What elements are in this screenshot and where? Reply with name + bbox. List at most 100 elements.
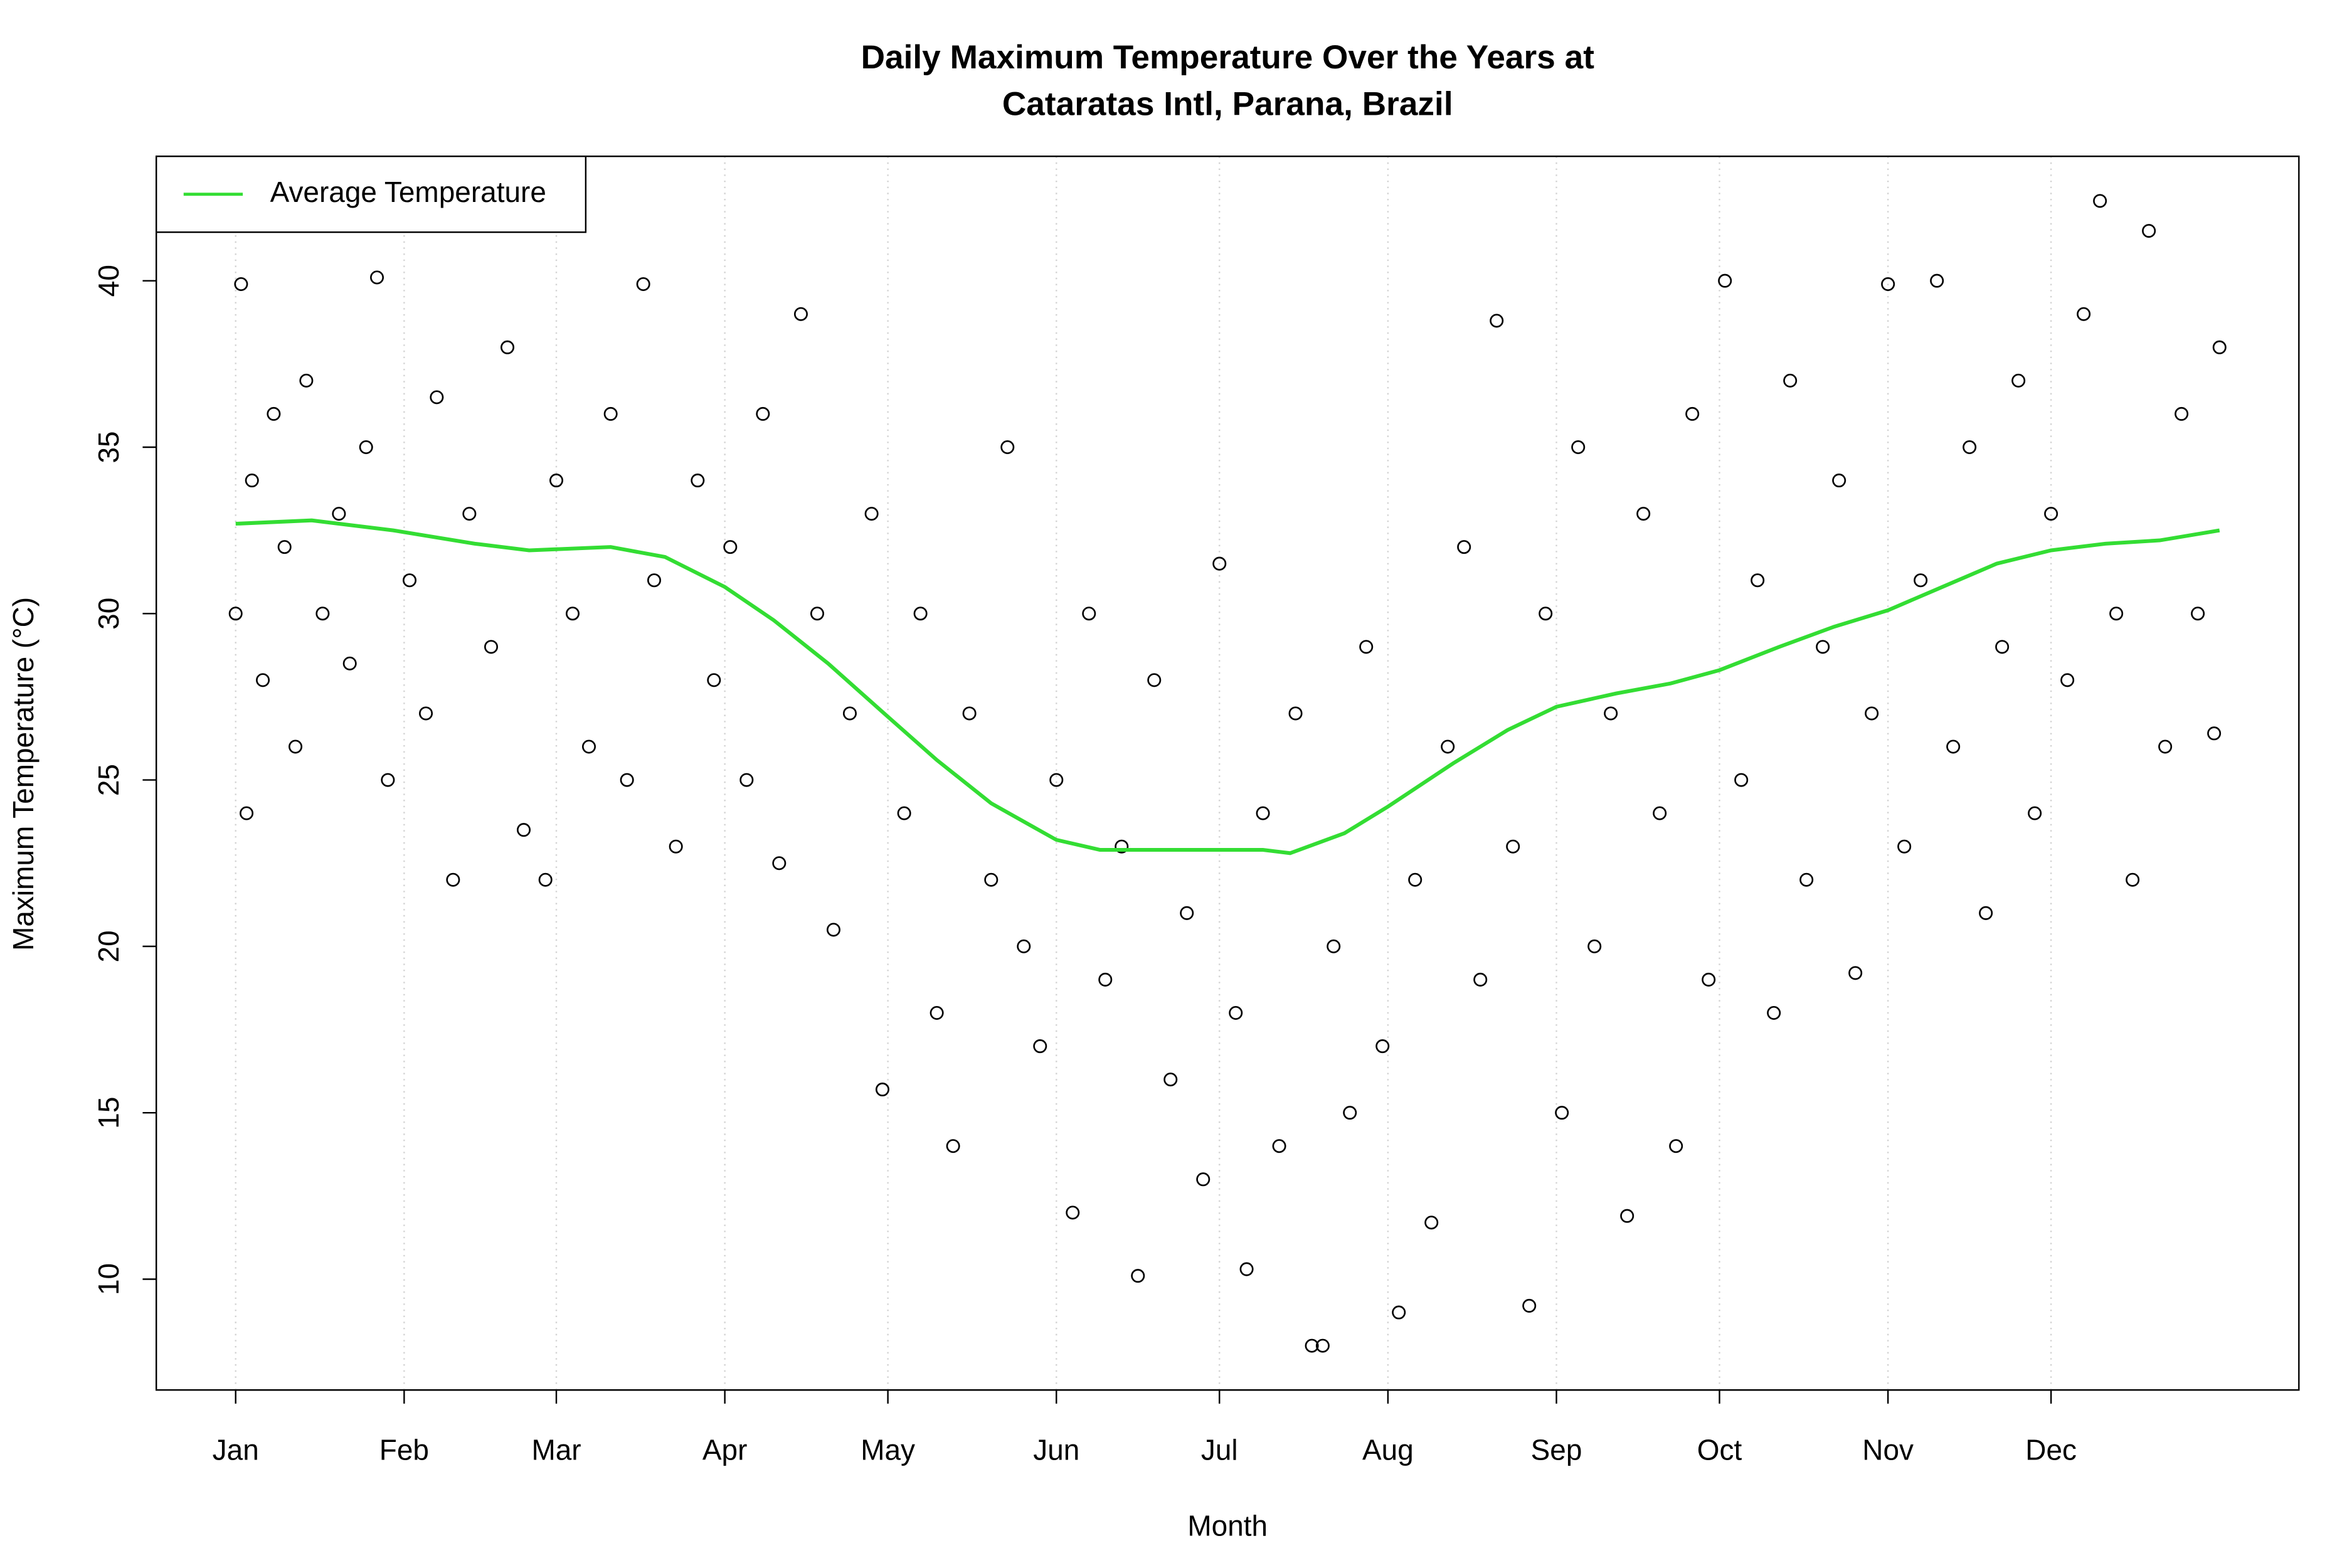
y-tick-label: 10 bbox=[92, 1263, 125, 1295]
point bbox=[359, 440, 373, 454]
point bbox=[897, 806, 911, 820]
point bbox=[240, 806, 254, 820]
point bbox=[842, 706, 857, 721]
point bbox=[1604, 706, 1618, 721]
point bbox=[864, 507, 879, 521]
point bbox=[1212, 556, 1227, 571]
point bbox=[1946, 739, 1961, 754]
y-tick-label: 35 bbox=[92, 431, 125, 463]
point bbox=[1272, 1139, 1286, 1153]
point bbox=[1082, 607, 1096, 621]
point bbox=[2011, 373, 2026, 388]
point bbox=[1017, 939, 1031, 953]
point bbox=[1914, 573, 1928, 588]
point bbox=[1239, 1262, 1254, 1276]
point bbox=[1147, 673, 1162, 687]
point bbox=[342, 656, 357, 670]
point bbox=[1229, 1005, 1243, 1020]
point bbox=[1653, 806, 1667, 820]
point bbox=[315, 607, 330, 621]
point bbox=[549, 474, 564, 488]
point bbox=[1930, 273, 1944, 288]
x-tick-label: May bbox=[861, 1433, 915, 1466]
point bbox=[647, 573, 662, 588]
point bbox=[370, 270, 384, 285]
point bbox=[1587, 939, 1602, 953]
x-tick-label: Jul bbox=[1201, 1433, 1238, 1466]
point bbox=[2077, 307, 2091, 321]
point bbox=[636, 277, 650, 291]
point bbox=[446, 872, 460, 887]
y-tick-label: 25 bbox=[92, 764, 125, 796]
point bbox=[1408, 872, 1422, 887]
chart-title: Daily Maximum Temperature Over the Years… bbox=[861, 39, 1595, 123]
point bbox=[484, 640, 499, 654]
point bbox=[772, 856, 787, 871]
point bbox=[1441, 739, 1455, 754]
x-tick-label: Dec bbox=[2025, 1433, 2077, 1466]
x-tick-label: Sep bbox=[1531, 1433, 1582, 1466]
point bbox=[2175, 406, 2189, 421]
point bbox=[256, 673, 270, 687]
point bbox=[739, 773, 754, 787]
point bbox=[826, 923, 840, 937]
point bbox=[2044, 507, 2058, 521]
point bbox=[875, 1083, 889, 1097]
point bbox=[2158, 739, 2173, 754]
point bbox=[299, 373, 314, 388]
point bbox=[1315, 1338, 1330, 1353]
point bbox=[1767, 1005, 1781, 1020]
point bbox=[1196, 1172, 1210, 1187]
point bbox=[419, 706, 433, 721]
point bbox=[810, 607, 824, 621]
point bbox=[1963, 440, 1977, 454]
plot-frame bbox=[155, 156, 2300, 1391]
point bbox=[1131, 1269, 1145, 1283]
x-tick-label: Mar bbox=[531, 1433, 581, 1466]
point bbox=[1897, 839, 1912, 854]
point bbox=[1669, 1139, 1683, 1153]
point bbox=[1734, 773, 1749, 787]
point bbox=[2191, 607, 2205, 621]
point bbox=[1865, 706, 1879, 721]
point bbox=[1033, 1039, 1047, 1054]
point bbox=[289, 739, 303, 754]
point bbox=[1522, 1298, 1537, 1313]
point bbox=[1702, 972, 1716, 987]
point bbox=[2142, 224, 2156, 238]
point bbox=[267, 406, 281, 421]
point bbox=[603, 406, 618, 421]
y-tick-label: 20 bbox=[92, 930, 125, 962]
point bbox=[707, 673, 721, 687]
point bbox=[234, 277, 248, 291]
point bbox=[1256, 806, 1270, 820]
point bbox=[501, 340, 515, 354]
point bbox=[2126, 872, 2140, 887]
point bbox=[1555, 1106, 1569, 1120]
point bbox=[1049, 773, 1064, 787]
point bbox=[1881, 277, 1895, 291]
point bbox=[1718, 273, 1732, 288]
point bbox=[1539, 607, 1553, 621]
legend-label: Average Temperature bbox=[270, 176, 546, 208]
point bbox=[2093, 194, 2107, 208]
point bbox=[245, 474, 259, 488]
point bbox=[1636, 507, 1651, 521]
point bbox=[1343, 1106, 1357, 1120]
point bbox=[1832, 474, 1846, 488]
x-tick-label: Feb bbox=[379, 1433, 429, 1466]
point bbox=[565, 607, 580, 621]
point bbox=[2060, 673, 2075, 687]
y-tick-label: 30 bbox=[92, 598, 125, 630]
point bbox=[1816, 640, 1830, 654]
point bbox=[1375, 1039, 1390, 1054]
point bbox=[1979, 906, 1993, 920]
point bbox=[538, 872, 553, 887]
point bbox=[277, 540, 292, 554]
point bbox=[2212, 340, 2227, 354]
point bbox=[1327, 939, 1341, 953]
point bbox=[332, 507, 346, 521]
x-axis-label: Month bbox=[1187, 1509, 1268, 1542]
point bbox=[1751, 573, 1765, 588]
